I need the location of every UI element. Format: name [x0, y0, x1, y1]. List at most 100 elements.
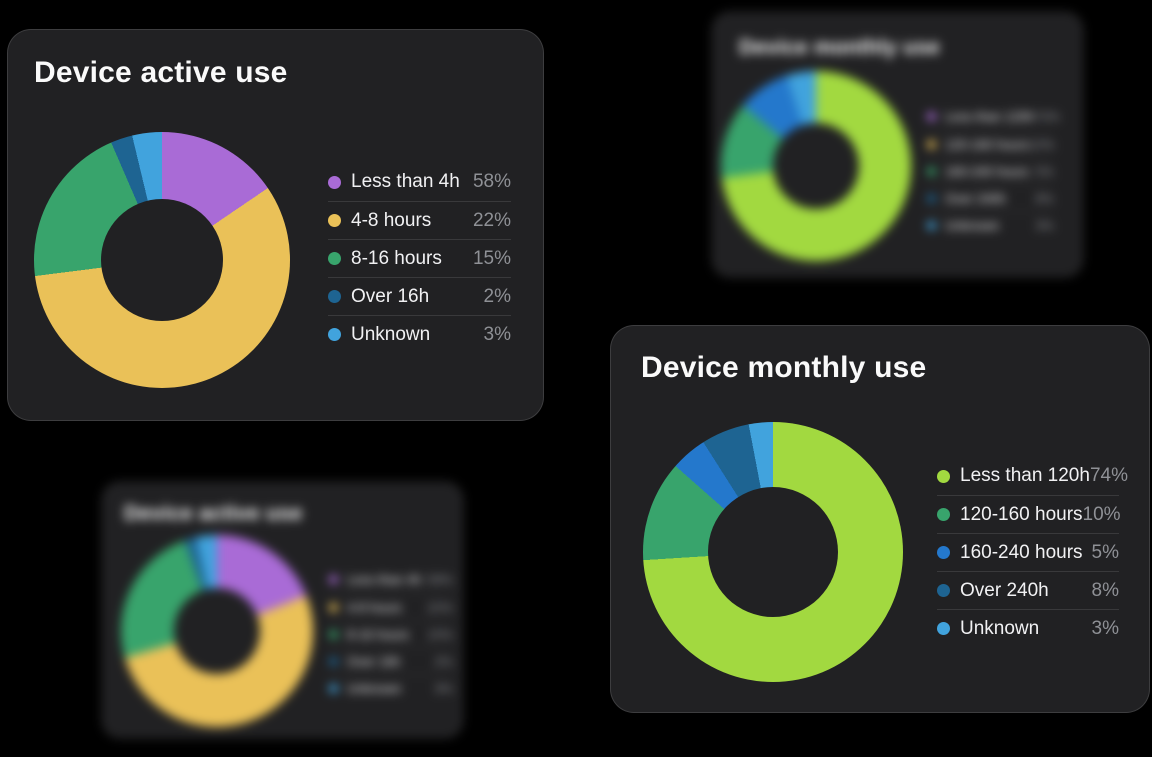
legend-item: Less than 4h 58%: [328, 163, 511, 201]
legend-value: 8%: [1091, 579, 1119, 601]
legend-color-dot: [328, 328, 341, 341]
legend-label: Unknown: [945, 217, 1000, 233]
card-title: Device active use: [34, 56, 288, 89]
legend: Less than 120h 74% 120-160 hours 10% 160…: [937, 457, 1128, 647]
legend-value: 10%: [1028, 136, 1055, 152]
legend-label: 4-8 hours: [347, 599, 402, 615]
legend-item: Unknown 3%: [927, 211, 1054, 238]
legend-item: Less than 120h 74%: [927, 103, 1060, 130]
legend-item: Less than 4h 58%: [329, 566, 453, 593]
legend-value: 15%: [426, 626, 453, 642]
legend-item: 8-16 hours 15%: [329, 620, 453, 647]
donut-chart: [643, 422, 903, 682]
legend-item: Over 240h 8%: [927, 184, 1054, 211]
card-device-monthly-use-blurred: Device monthly use Less than 120h 74% 12…: [712, 12, 1083, 277]
legend-item: Unknown 3%: [329, 674, 453, 701]
legend-color-dot: [328, 252, 341, 265]
donut-hole: [101, 199, 223, 321]
legend-value: 10%: [1082, 503, 1121, 525]
legend: Less than 4h 58% 4-8 hours 22% 8-16 hour…: [328, 163, 511, 353]
legend-item: 4-8 hours 22%: [328, 201, 511, 239]
legend-item: Over 16h 2%: [329, 647, 453, 674]
legend-item: 8-16 hours 15%: [328, 239, 511, 277]
legend-label: Less than 4h: [351, 171, 460, 192]
legend-item: 120-160 hours 10%: [927, 130, 1055, 157]
legend-color-dot: [927, 220, 936, 230]
legend-label: Over 16h: [347, 653, 401, 669]
legend: Less than 4h 58% 4-8 hours 22% 8-16 hour…: [329, 566, 453, 701]
legend: Less than 120h 74% 120-160 hours 10% 160…: [927, 103, 1060, 238]
legend-label: Over 16h: [351, 285, 430, 307]
legend-color-dot: [328, 214, 341, 227]
legend-label: Less than 120h: [945, 109, 1034, 124]
legend-label: 120-160 hours: [945, 136, 1029, 152]
legend-value: 2%: [483, 285, 511, 307]
legend-value: 3%: [483, 323, 511, 345]
legend-item: Over 240h 8%: [937, 571, 1119, 609]
legend-item: Unknown 3%: [937, 609, 1119, 647]
legend-value: 2%: [434, 653, 453, 669]
donut-chart: [34, 132, 290, 388]
legend-item: 4-8 hours 22%: [329, 593, 453, 620]
legend-color-dot: [329, 602, 338, 612]
legend-color-dot: [927, 139, 936, 149]
legend-value: 5%: [1091, 541, 1119, 563]
card-title: Device active use: [124, 502, 303, 525]
legend-color-dot: [329, 629, 338, 639]
legend-color-dot: [328, 290, 341, 303]
legend-color-dot: [937, 546, 950, 559]
legend-value: 74%: [1033, 109, 1060, 124]
legend-color-dot: [927, 193, 936, 203]
legend-color-dot: [328, 175, 341, 189]
legend-value: 15%: [472, 247, 511, 269]
legend-value: 8%: [1035, 190, 1054, 206]
legend-color-dot: [927, 112, 936, 121]
legend-color-dot: [329, 683, 338, 693]
legend-value: 3%: [1091, 617, 1119, 639]
legend-label: Unknown: [351, 323, 431, 345]
donut-chart: [121, 535, 313, 727]
card-device-active-use: Device active use Less than 4h 58% 4-8 h…: [7, 29, 544, 421]
legend-value: 22%: [472, 209, 511, 231]
donut-hole: [708, 487, 838, 617]
legend-label: Over 240h: [960, 579, 1049, 601]
legend-label: 4-8 hours: [351, 209, 432, 231]
card-device-active-use-blurred: Device active use Less than 4h 58% 4-8 h…: [102, 482, 463, 738]
legend-item: Unknown 3%: [328, 315, 511, 353]
legend-item: 160-240 hours 5%: [937, 533, 1119, 571]
legend-value: 58%: [472, 171, 511, 192]
legend-label: Less than 4h: [347, 572, 422, 587]
legend-label: 8-16 hours: [351, 247, 442, 269]
card-title: Device monthly use: [641, 351, 927, 384]
legend-value: 74%: [1089, 465, 1128, 486]
legend-color-dot: [927, 166, 936, 176]
legend-item: Less than 120h 74%: [937, 457, 1128, 495]
donut-hole: [174, 588, 260, 674]
legend-value: 22%: [426, 599, 453, 615]
legend-item: 160-240 hours 5%: [927, 157, 1054, 184]
legend-color-dot: [937, 622, 950, 635]
legend-item: 120-160 hours 10%: [937, 495, 1121, 533]
donut-hole: [773, 123, 859, 209]
legend-color-dot: [937, 584, 950, 597]
legend-label: Unknown: [347, 680, 402, 696]
card-title: Device monthly use: [739, 36, 940, 59]
legend-color-dot: [329, 575, 338, 584]
legend-item: Over 16h 2%: [328, 277, 511, 315]
legend-label: 160-240 hours: [945, 163, 1029, 179]
legend-color-dot: [937, 508, 950, 521]
card-device-monthly-use: Device monthly use Less than 120h 74% 12…: [610, 325, 1150, 713]
legend-label: Less than 120h: [960, 465, 1090, 486]
donut-chart: [721, 71, 911, 261]
legend-color-dot: [937, 469, 950, 483]
legend-value: 3%: [434, 680, 453, 696]
legend-color-dot: [329, 656, 338, 666]
legend-label: 8-16 hours: [347, 626, 410, 642]
legend-value: 3%: [1035, 217, 1054, 233]
legend-label: Over 240h: [945, 190, 1006, 206]
legend-label: Unknown: [960, 617, 1040, 639]
legend-value: 5%: [1035, 163, 1054, 179]
legend-value: 58%: [426, 572, 453, 587]
legend-label: 120-160 hours: [960, 503, 1083, 525]
